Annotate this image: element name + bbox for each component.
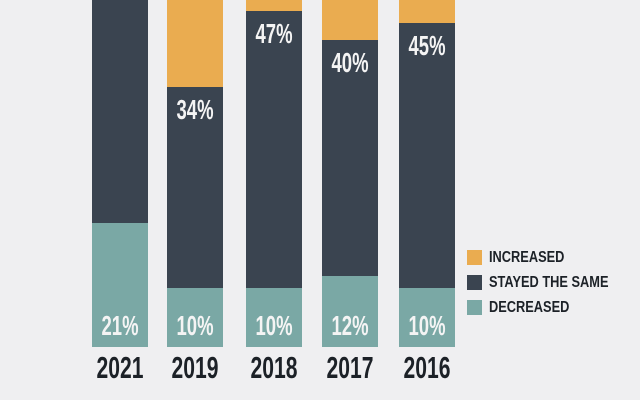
segment-decreased: 10% bbox=[167, 288, 223, 347]
x-axis-labels: 2021 2019 2018 2017 2016 bbox=[0, 351, 640, 387]
legend-label: DECREASED bbox=[489, 299, 570, 316]
segment-decreased: 10% bbox=[399, 288, 455, 347]
year-label-2017: 2017 bbox=[326, 350, 374, 385]
year-label-2016: 2016 bbox=[403, 350, 451, 385]
segment-stayed-the-same: 47% bbox=[246, 10, 302, 288]
segment-value-label: 10% bbox=[408, 310, 446, 341]
legend-label: INCREASED bbox=[489, 249, 565, 266]
segment-value-label: 21% bbox=[101, 310, 139, 341]
segment-decreased: 10% bbox=[246, 288, 302, 347]
legend-swatch-icon bbox=[467, 300, 482, 315]
year-label-2019: 2019 bbox=[171, 350, 219, 385]
bar-2017: 40% 12% bbox=[322, 0, 378, 347]
year-label-2021: 2021 bbox=[96, 350, 144, 385]
legend-item-decreased: DECREASED bbox=[467, 299, 638, 316]
legend-label: STAYED THE SAME bbox=[489, 274, 609, 291]
segment-value-label: 40% bbox=[331, 47, 369, 79]
segment-increased bbox=[322, 0, 378, 41]
bar-2018: 47% 10% bbox=[246, 0, 302, 347]
legend-swatch-icon bbox=[467, 250, 482, 265]
bar-2021: 21% bbox=[92, 0, 148, 347]
plot-area: 21% 34% 10% 47% 10% 40% 12% 45% 10% bbox=[92, 0, 455, 347]
segment-increased bbox=[399, 0, 455, 23]
segment-stayed-the-same bbox=[92, 0, 148, 224]
bar-2016: 45% 10% bbox=[399, 0, 455, 347]
legend-swatch-icon bbox=[467, 275, 482, 290]
segment-decreased: 21% bbox=[92, 223, 148, 347]
bar-2019: 34% 10% bbox=[167, 0, 223, 347]
legend-item-increased: INCREASED bbox=[467, 249, 638, 266]
year-label-2018: 2018 bbox=[250, 350, 298, 385]
segment-value-label: 45% bbox=[408, 29, 446, 61]
segment-stayed-the-same: 40% bbox=[322, 40, 378, 277]
segment-decreased: 12% bbox=[322, 276, 378, 347]
segment-value-label: 34% bbox=[176, 94, 214, 126]
segment-increased bbox=[167, 0, 223, 88]
segment-stayed-the-same: 45% bbox=[399, 22, 455, 288]
legend: INCREASED STAYED THE SAME DECREASED bbox=[467, 250, 638, 325]
segment-value-label: 10% bbox=[176, 310, 214, 341]
segment-value-label: 47% bbox=[255, 17, 293, 49]
segment-value-label: 12% bbox=[331, 310, 369, 341]
segment-value-label: 10% bbox=[255, 310, 293, 341]
segment-increased bbox=[246, 0, 302, 11]
segment-stayed-the-same: 34% bbox=[167, 87, 223, 288]
legend-item-stayed-the-same: STAYED THE SAME bbox=[467, 274, 638, 291]
